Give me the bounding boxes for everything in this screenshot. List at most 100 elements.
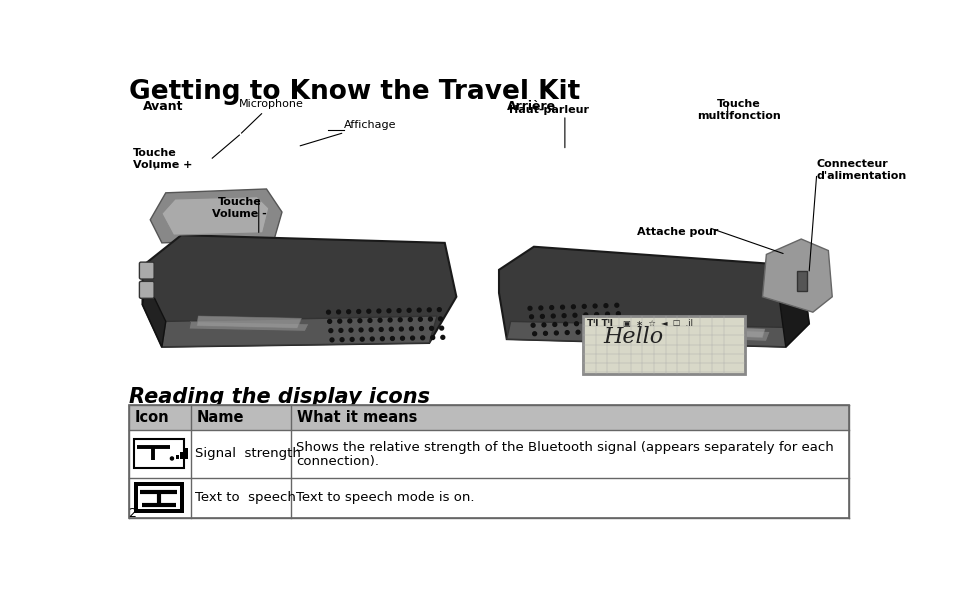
Text: Reading the display icons: Reading the display icons (129, 387, 429, 407)
Circle shape (586, 330, 590, 334)
Circle shape (528, 307, 532, 310)
Circle shape (416, 308, 420, 312)
Circle shape (350, 337, 354, 342)
Circle shape (408, 318, 412, 321)
Polygon shape (142, 235, 456, 347)
Circle shape (581, 304, 585, 308)
Text: 2: 2 (129, 507, 136, 520)
Text: Haut-parleur: Haut-parleur (509, 105, 589, 115)
Circle shape (593, 304, 597, 308)
Circle shape (410, 336, 415, 340)
Circle shape (596, 321, 599, 325)
Circle shape (349, 329, 353, 332)
Circle shape (389, 327, 393, 331)
Polygon shape (649, 325, 764, 337)
Text: Getting to Know the Travel Kit: Getting to Know the Travel Kit (129, 79, 579, 105)
Polygon shape (645, 327, 769, 342)
Text: connection).: connection). (295, 455, 378, 468)
Circle shape (540, 314, 544, 318)
Text: Touche
multifonction: Touche multifonction (697, 99, 781, 122)
Circle shape (571, 305, 575, 309)
Bar (133, 439, 183, 468)
Circle shape (400, 336, 404, 340)
Circle shape (440, 336, 444, 339)
Circle shape (436, 308, 441, 311)
Circle shape (387, 309, 391, 313)
Text: Signal  strength: Signal strength (195, 447, 301, 460)
Polygon shape (778, 266, 808, 347)
Circle shape (560, 305, 564, 309)
Circle shape (407, 308, 411, 313)
Polygon shape (761, 239, 831, 312)
Polygon shape (189, 321, 309, 331)
Circle shape (563, 322, 567, 326)
Bar (175, 455, 179, 459)
Circle shape (338, 329, 342, 332)
Circle shape (420, 336, 424, 340)
Text: Attache pour: Attache pour (636, 228, 718, 237)
Circle shape (573, 313, 577, 317)
Circle shape (616, 312, 619, 315)
Circle shape (529, 315, 533, 318)
Polygon shape (162, 197, 269, 235)
Circle shape (598, 330, 601, 333)
Circle shape (390, 337, 394, 340)
Text: Microphone: Microphone (239, 99, 304, 133)
Bar (185, 448, 188, 459)
Circle shape (370, 337, 374, 341)
Text: Connecteur
d'alimentation: Connecteur d'alimentation (816, 158, 906, 181)
Circle shape (337, 319, 341, 323)
Circle shape (369, 328, 373, 331)
Text: What it means: What it means (297, 410, 417, 425)
Text: Text to speech mode is on.: Text to speech mode is on. (295, 491, 474, 504)
Circle shape (376, 309, 380, 313)
Text: Arrière: Arrière (506, 100, 556, 113)
Circle shape (328, 320, 332, 323)
Bar (797, 272, 806, 291)
Bar (133, 482, 183, 513)
Circle shape (532, 332, 536, 336)
Circle shape (543, 331, 547, 335)
Circle shape (531, 323, 535, 327)
Polygon shape (196, 316, 301, 329)
Bar (137, 486, 179, 509)
Bar (129, 430, 848, 478)
Circle shape (549, 305, 553, 310)
Polygon shape (498, 247, 808, 347)
Circle shape (326, 310, 330, 314)
Circle shape (583, 313, 587, 317)
FancyBboxPatch shape (139, 281, 154, 298)
Text: Text to  speech: Text to speech (195, 491, 295, 504)
Circle shape (618, 329, 622, 333)
Circle shape (541, 323, 545, 327)
Text: Touche
Volume +: Touche Volume + (133, 148, 193, 170)
Circle shape (409, 327, 413, 331)
Text: Avant: Avant (142, 100, 183, 113)
Polygon shape (142, 281, 166, 347)
Circle shape (574, 322, 578, 326)
Circle shape (336, 310, 340, 314)
Circle shape (357, 319, 361, 323)
Circle shape (388, 318, 392, 322)
Circle shape (618, 320, 621, 324)
Text: Hello: Hello (603, 326, 663, 348)
Circle shape (348, 319, 352, 323)
Circle shape (606, 321, 610, 324)
Circle shape (565, 331, 569, 334)
Circle shape (368, 318, 372, 323)
Bar (129, 404, 848, 430)
Text: ▣  ∗  ☆  ◄  ☐  .il: ▣ ∗ ☆ ◄ ☐ .il (622, 319, 692, 328)
Circle shape (358, 328, 362, 332)
Bar (180, 451, 183, 459)
Text: Affichage: Affichage (300, 120, 396, 146)
Circle shape (356, 310, 360, 314)
Polygon shape (162, 316, 436, 347)
Circle shape (538, 306, 542, 310)
Circle shape (608, 329, 612, 333)
Polygon shape (150, 189, 282, 243)
Circle shape (399, 327, 403, 331)
Circle shape (397, 318, 402, 322)
Circle shape (594, 313, 598, 317)
Circle shape (418, 317, 422, 321)
Circle shape (554, 331, 558, 335)
